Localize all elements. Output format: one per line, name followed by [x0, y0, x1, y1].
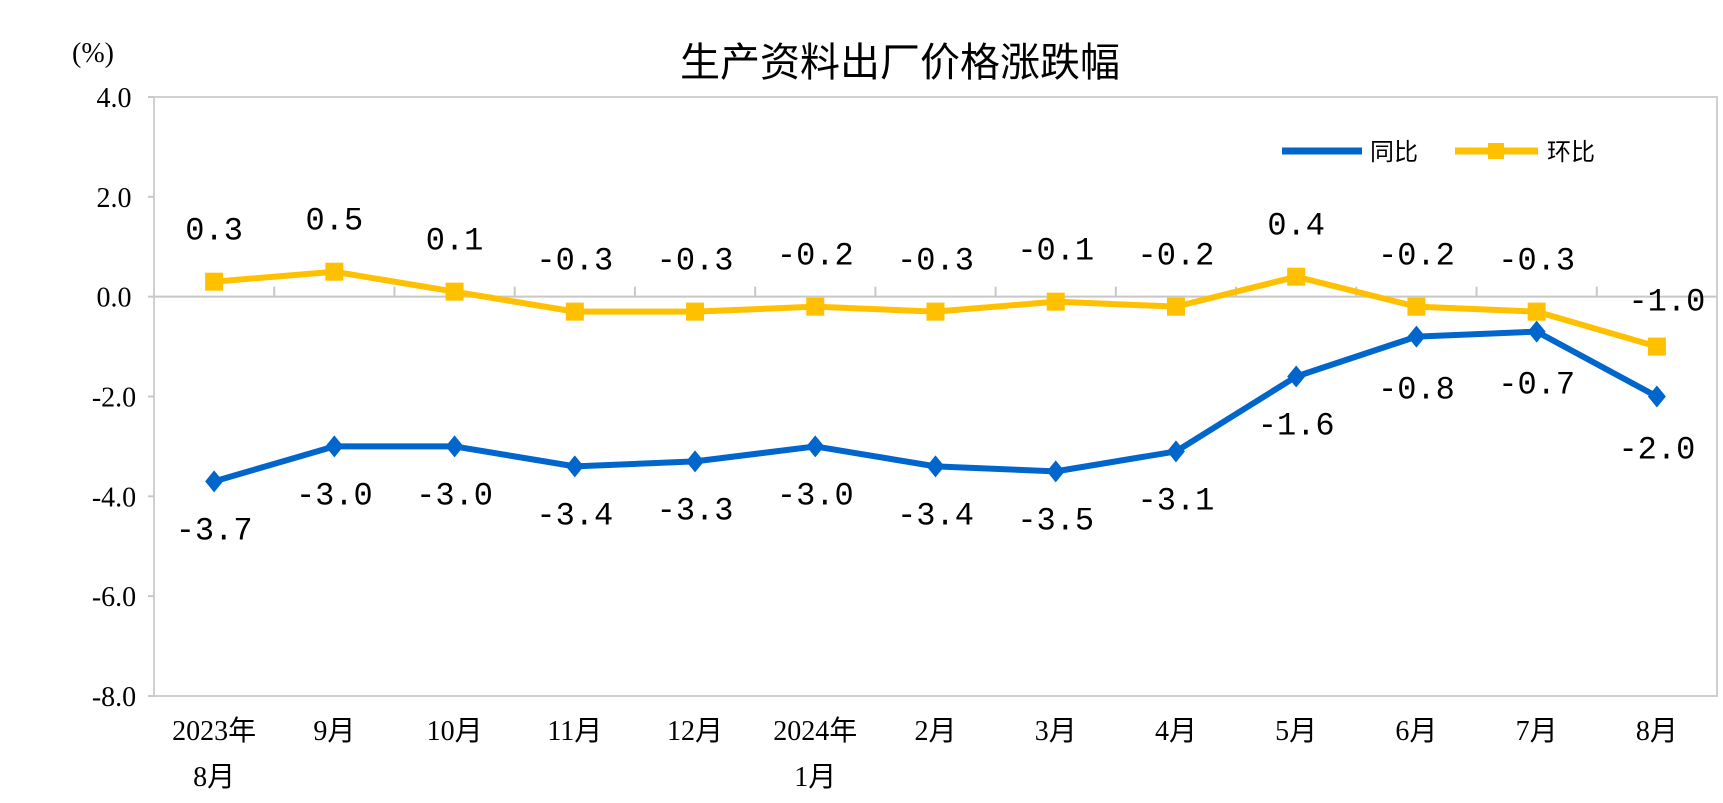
x-tick-label: 12月: [667, 716, 723, 747]
data-point: [1166, 440, 1185, 463]
data-point: [1407, 297, 1426, 316]
x-tick-label: 10月: [427, 716, 483, 747]
data-label: 0.4: [1267, 208, 1325, 245]
data-point: [926, 302, 945, 321]
data-label: -1.6: [1258, 408, 1335, 445]
x-tick-label: 4月: [1155, 716, 1197, 747]
data-label: -0.3: [657, 243, 734, 280]
y-tick-label: -4.0: [92, 482, 136, 513]
data-label: -3.0: [416, 477, 493, 514]
x-tick-label: 2月: [914, 716, 956, 747]
data-label: 0.3: [185, 213, 243, 250]
x-tick-label: 2024年 1月: [773, 715, 857, 793]
data-label: -3.0: [777, 477, 854, 514]
data-point: [565, 302, 584, 321]
data-label: -3.3: [657, 492, 734, 529]
data-label: -3.5: [1017, 502, 1094, 539]
x-tick-label: 8月: [1636, 716, 1678, 747]
series-yoy: -3.7 -3.0 -3.0 -3.4 -3.3 -3.0 -3.4 -3.5 -3.1 -1.6…: [176, 320, 1695, 549]
y-tick-label: 0.0: [97, 283, 132, 314]
data-point: [686, 450, 705, 473]
data-point: [1527, 320, 1546, 343]
data-point: [325, 262, 344, 281]
data-point: [445, 282, 464, 301]
data-point: [445, 435, 464, 458]
data-point: [1046, 292, 1065, 311]
x-tick-label: 11月: [547, 716, 602, 747]
data-label: 0.5: [306, 203, 364, 240]
data-label: -3.0: [296, 477, 373, 514]
data-point: [325, 435, 344, 458]
y-tick-label: 2.0: [97, 183, 132, 214]
series-mom: 0.3 0.5 0.1 -0.3 -0.3 -0.2 -0.3 -0.1 -0.2 0.4 -0.2…: [185, 203, 1705, 356]
data-label: -1.0: [1628, 284, 1705, 321]
data-point: [1287, 267, 1306, 286]
legend-label-yoy: 同比: [1370, 138, 1418, 166]
data-point: [205, 272, 224, 291]
data-label: -2.0: [1618, 432, 1695, 469]
data-point: [1046, 460, 1065, 483]
data-label: -0.3: [536, 243, 613, 280]
x-tick-label: 7月: [1516, 716, 1558, 747]
x-tick-label: 2023年 8月: [172, 715, 256, 793]
data-label: -0.3: [897, 243, 974, 280]
data-point: [686, 302, 705, 321]
data-point: [926, 455, 945, 478]
y-axis-unit-label: (%): [72, 38, 114, 69]
data-label: 0.1: [426, 223, 484, 260]
legend-marker-mom: [1488, 143, 1504, 159]
x-tick-label: 3月: [1035, 716, 1077, 747]
data-label: -3.4: [536, 497, 613, 534]
data-label: -0.8: [1378, 372, 1455, 409]
data-point: [1647, 337, 1666, 356]
data-label: -0.2: [1138, 238, 1215, 275]
data-point: [806, 435, 825, 458]
chart-title: 生产资料出厂价格涨跌幅: [680, 40, 1120, 85]
legend: 同比 环比: [1282, 138, 1595, 166]
x-tick-label: 5月: [1275, 716, 1317, 747]
data-label: -3.4: [897, 497, 974, 534]
y-tick-label: 4.0: [97, 83, 132, 114]
data-point: [1287, 365, 1306, 388]
data-label: -0.2: [777, 238, 854, 275]
data-point: [1166, 297, 1185, 316]
data-point: [1407, 325, 1426, 348]
x-tick-label: 9月: [313, 716, 355, 747]
data-point: [1527, 302, 1546, 321]
data-point: [565, 455, 584, 478]
data-point: [1647, 385, 1666, 408]
x-tick-label: 6月: [1395, 716, 1437, 747]
plot-area: [153, 96, 1718, 697]
legend-label-mom: 环比: [1547, 138, 1595, 166]
data-point: [806, 297, 825, 316]
data-label: -0.1: [1017, 233, 1094, 270]
data-label: -0.7: [1498, 367, 1575, 404]
data-label: -3.1: [1138, 482, 1215, 519]
data-label: -0.3: [1498, 243, 1575, 280]
data-point: [205, 470, 224, 493]
y-tick-label: -2.0: [92, 383, 136, 414]
data-label: -0.2: [1378, 238, 1455, 275]
y-tick-label: -6.0: [92, 582, 136, 613]
y-tick-label: -8.0: [92, 682, 136, 713]
data-label: -3.7: [176, 512, 253, 549]
